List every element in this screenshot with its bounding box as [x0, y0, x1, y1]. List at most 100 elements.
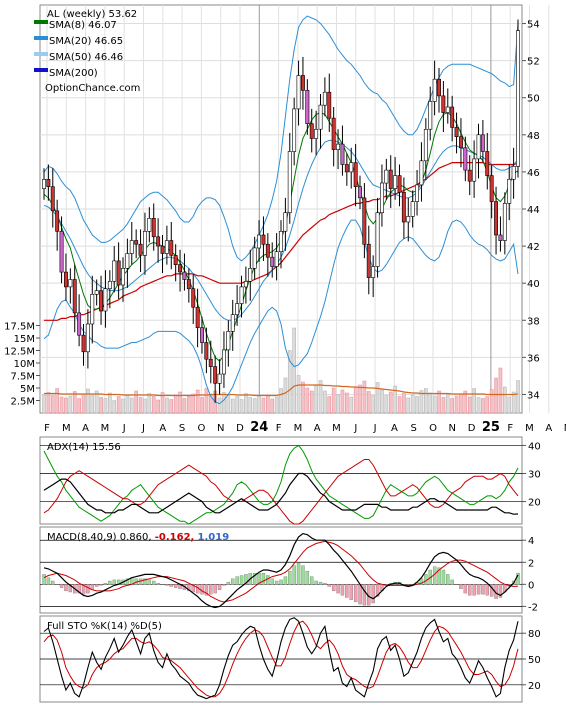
date-tick-label: O	[197, 423, 205, 434]
candle-body	[349, 162, 354, 173]
candle-body	[81, 334, 86, 353]
volume-tick-label: 10M	[14, 359, 35, 370]
volume-tick-label: 7.5M	[10, 372, 35, 383]
macd-histogram-bar	[143, 578, 147, 585]
candle-body	[437, 78, 441, 97]
price-tick-label: 48	[527, 131, 540, 142]
volume-bar	[511, 391, 516, 414]
macd-histogram-bar	[213, 584, 217, 594]
panel-tick-label: 20	[528, 498, 541, 509]
macd-histogram-bar	[103, 583, 108, 585]
macd-histogram-bar	[187, 584, 191, 592]
date-tick-label: D	[236, 423, 244, 434]
volume-bar	[129, 397, 134, 414]
macd-histogram-bar	[301, 565, 305, 585]
volume-bar	[318, 380, 323, 414]
macd-histogram-bar	[270, 578, 274, 585]
macd-histogram-bar	[152, 580, 156, 585]
macd-histogram-bar	[112, 579, 116, 585]
macd-histogram-bar	[42, 574, 46, 585]
candle-body	[151, 218, 156, 238]
macd-histogram-bar	[235, 576, 239, 585]
volume-bar	[55, 388, 59, 414]
macd-histogram-bar	[446, 574, 450, 585]
volume-bar	[160, 392, 165, 414]
candle-body	[406, 216, 411, 223]
volume-bar	[380, 389, 384, 414]
macd-histogram-bar	[239, 575, 244, 585]
candle-body	[72, 279, 77, 314]
volume-bar	[358, 384, 362, 414]
date-tick-label: S	[179, 423, 185, 434]
macd-histogram-bar	[288, 570, 292, 585]
date-tick-label: 24	[250, 420, 268, 435]
price-tick-label: 46	[527, 168, 540, 179]
date-tick-label: S	[411, 423, 417, 434]
volume-bar	[94, 390, 99, 414]
candle-body	[261, 234, 266, 245]
macd-histogram-bar	[375, 584, 380, 597]
volume-bar	[331, 387, 336, 414]
candle-body	[129, 240, 134, 254]
candle-body	[222, 349, 226, 375]
volume-bar	[200, 397, 204, 414]
stoch-d-line	[43, 620, 519, 698]
macd-histogram-bar	[279, 579, 283, 585]
macd-histogram-bar	[209, 584, 213, 595]
legend-swatch-sma200	[34, 68, 48, 72]
volume-bar	[467, 396, 472, 414]
candle-body	[248, 267, 253, 282]
macd-histogram-bar	[169, 584, 173, 587]
panel-tick-label: 4	[528, 536, 534, 547]
volume-bar	[191, 393, 196, 414]
date-tick-label: F	[507, 423, 513, 434]
candle-body	[283, 212, 288, 232]
volume-bar	[353, 386, 358, 414]
date-tick-label: N	[449, 423, 456, 434]
volume-bar	[42, 394, 46, 414]
candle-body	[42, 179, 47, 189]
price-tick-label: 34	[527, 390, 540, 401]
macd-histogram-bar	[51, 580, 55, 585]
macd-histogram-bar	[257, 573, 261, 585]
volume-bar	[156, 399, 160, 414]
candle-body	[213, 366, 218, 384]
legend-swatch-sma8	[34, 20, 48, 24]
candle-body	[384, 169, 389, 184]
panel-tick-label: 80	[528, 629, 541, 640]
macd-histogram-bar	[318, 581, 323, 585]
date-tick-label: M	[564, 423, 566, 434]
candle-body	[116, 260, 121, 286]
macd-signal-line	[43, 540, 519, 603]
volume-bar	[340, 389, 345, 414]
volume-bar	[366, 391, 371, 414]
adx-panel: 40 30 20	[40, 441, 541, 525]
panel-tick-label: 30	[528, 469, 541, 480]
macd-histogram-bar	[165, 584, 169, 586]
candle-body	[516, 30, 521, 167]
volume-bar	[428, 392, 433, 414]
candle-body	[331, 117, 336, 150]
candle-body	[472, 158, 477, 182]
volume-bar	[252, 398, 257, 414]
volume-bar	[494, 377, 498, 414]
volume-bar	[314, 385, 318, 414]
volume-bar	[248, 397, 253, 414]
macd-histogram-bar	[226, 581, 231, 585]
volume-bar	[169, 399, 174, 414]
candle-body	[322, 91, 327, 106]
date-tick-label: 25	[482, 420, 500, 435]
candle-body	[463, 147, 468, 171]
volume-bar	[77, 398, 81, 414]
volume-bar	[305, 387, 310, 414]
volume-tick-label: 17.5M	[4, 322, 35, 333]
macd-histogram-bar	[244, 574, 248, 585]
candle-body	[450, 106, 455, 128]
date-tick-label: D	[468, 423, 476, 434]
volume-tick-label: 2.5M	[10, 397, 35, 408]
macd-histogram-bar	[204, 584, 209, 596]
volume-bar	[309, 390, 314, 414]
date-tick-label: J	[141, 423, 145, 434]
candle-body	[265, 243, 270, 258]
